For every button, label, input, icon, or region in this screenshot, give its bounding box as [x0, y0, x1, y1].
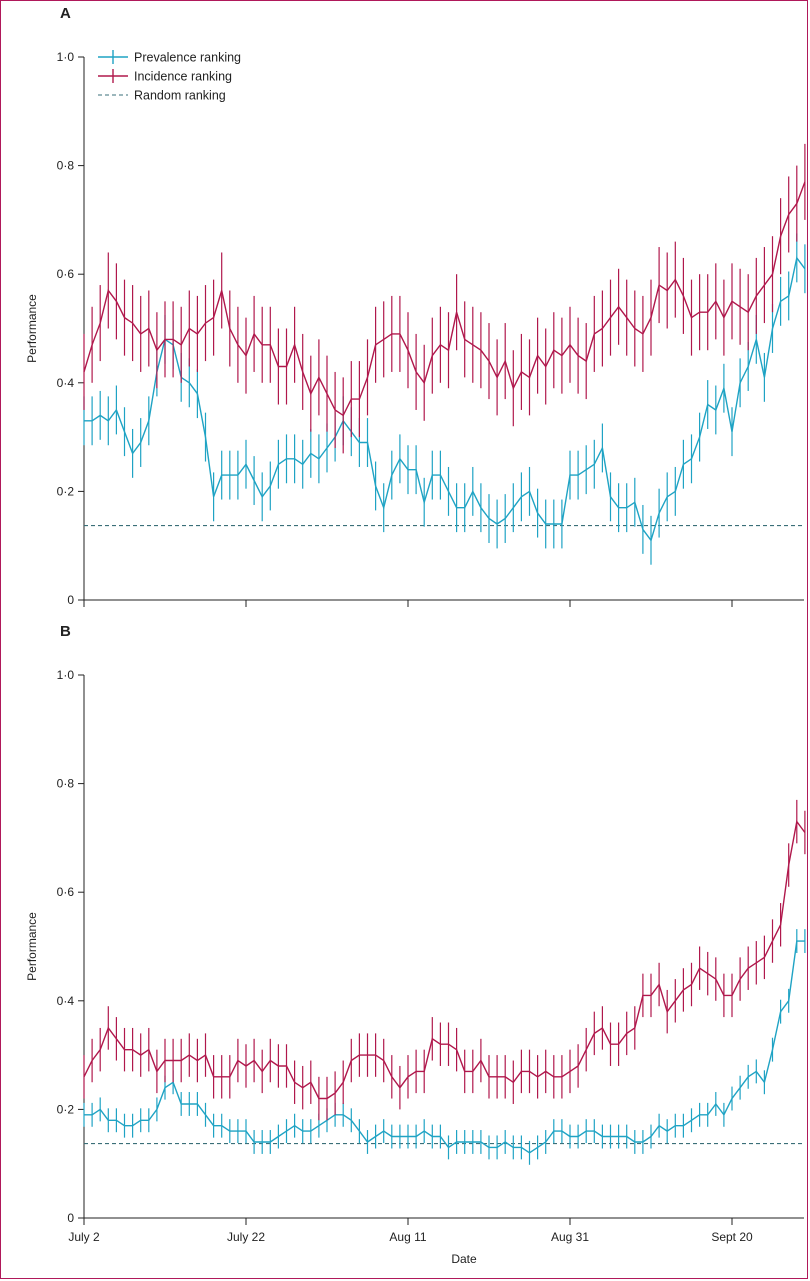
y-tick-label: 0·4	[57, 376, 75, 390]
y-axis-title: Performance	[25, 294, 39, 363]
y-tick-label: 1·0	[57, 50, 75, 64]
legend-label: Prevalence ranking	[134, 51, 241, 65]
series-incidence	[83, 799, 806, 1121]
x-tick-label: July 22	[227, 1230, 265, 1244]
chart-panel-a: A 0 0·2 0·4 0·6 0·8 1·0 Performance Prevalence r…	[25, 5, 806, 607]
x-tick-label: Aug 11	[389, 1230, 426, 1244]
y-tick-label: 1·0	[57, 668, 75, 682]
y-axis-title: Performance	[25, 912, 39, 981]
chart-panel-b: B 0 0·2 0·4 0·6 0·8 1·0 July 2 July 22 Aug 11 Aug …	[25, 623, 806, 1266]
y-tick-label: 0·8	[57, 159, 75, 173]
y-tick-label: 0·4	[57, 994, 75, 1008]
series-line-incidence	[83, 181, 806, 417]
y-tick-label: 0	[67, 593, 74, 607]
y-tick-label: 0·6	[57, 885, 75, 899]
series-line-prevalence	[84, 256, 806, 542]
panel-label: A	[60, 5, 71, 22]
series-prevalence	[83, 233, 806, 565]
y-tick-label: 0·6	[57, 267, 75, 281]
x-axis-title: Date	[451, 1252, 477, 1266]
x-tick-label: Sept 20	[711, 1230, 753, 1244]
series-line-incidence	[83, 819, 806, 1100]
series-prevalence	[83, 929, 806, 1165]
legend-label: Incidence ranking	[134, 70, 232, 84]
y-tick-label: 0	[67, 1211, 74, 1225]
y-tick-label: 0·2	[57, 484, 75, 498]
series-line-prevalence	[84, 940, 805, 1154]
y-tick-label: 0·2	[57, 1102, 75, 1116]
panel-label: B	[60, 623, 71, 640]
legend: Prevalence ranking Incidence ranking Rando…	[98, 50, 241, 103]
series-incidence	[83, 143, 806, 454]
x-tick-label: July 2	[68, 1230, 100, 1244]
y-tick-label: 0·8	[57, 777, 75, 791]
legend-label: Random ranking	[134, 89, 226, 103]
x-tick-label: Aug 31	[551, 1230, 589, 1244]
